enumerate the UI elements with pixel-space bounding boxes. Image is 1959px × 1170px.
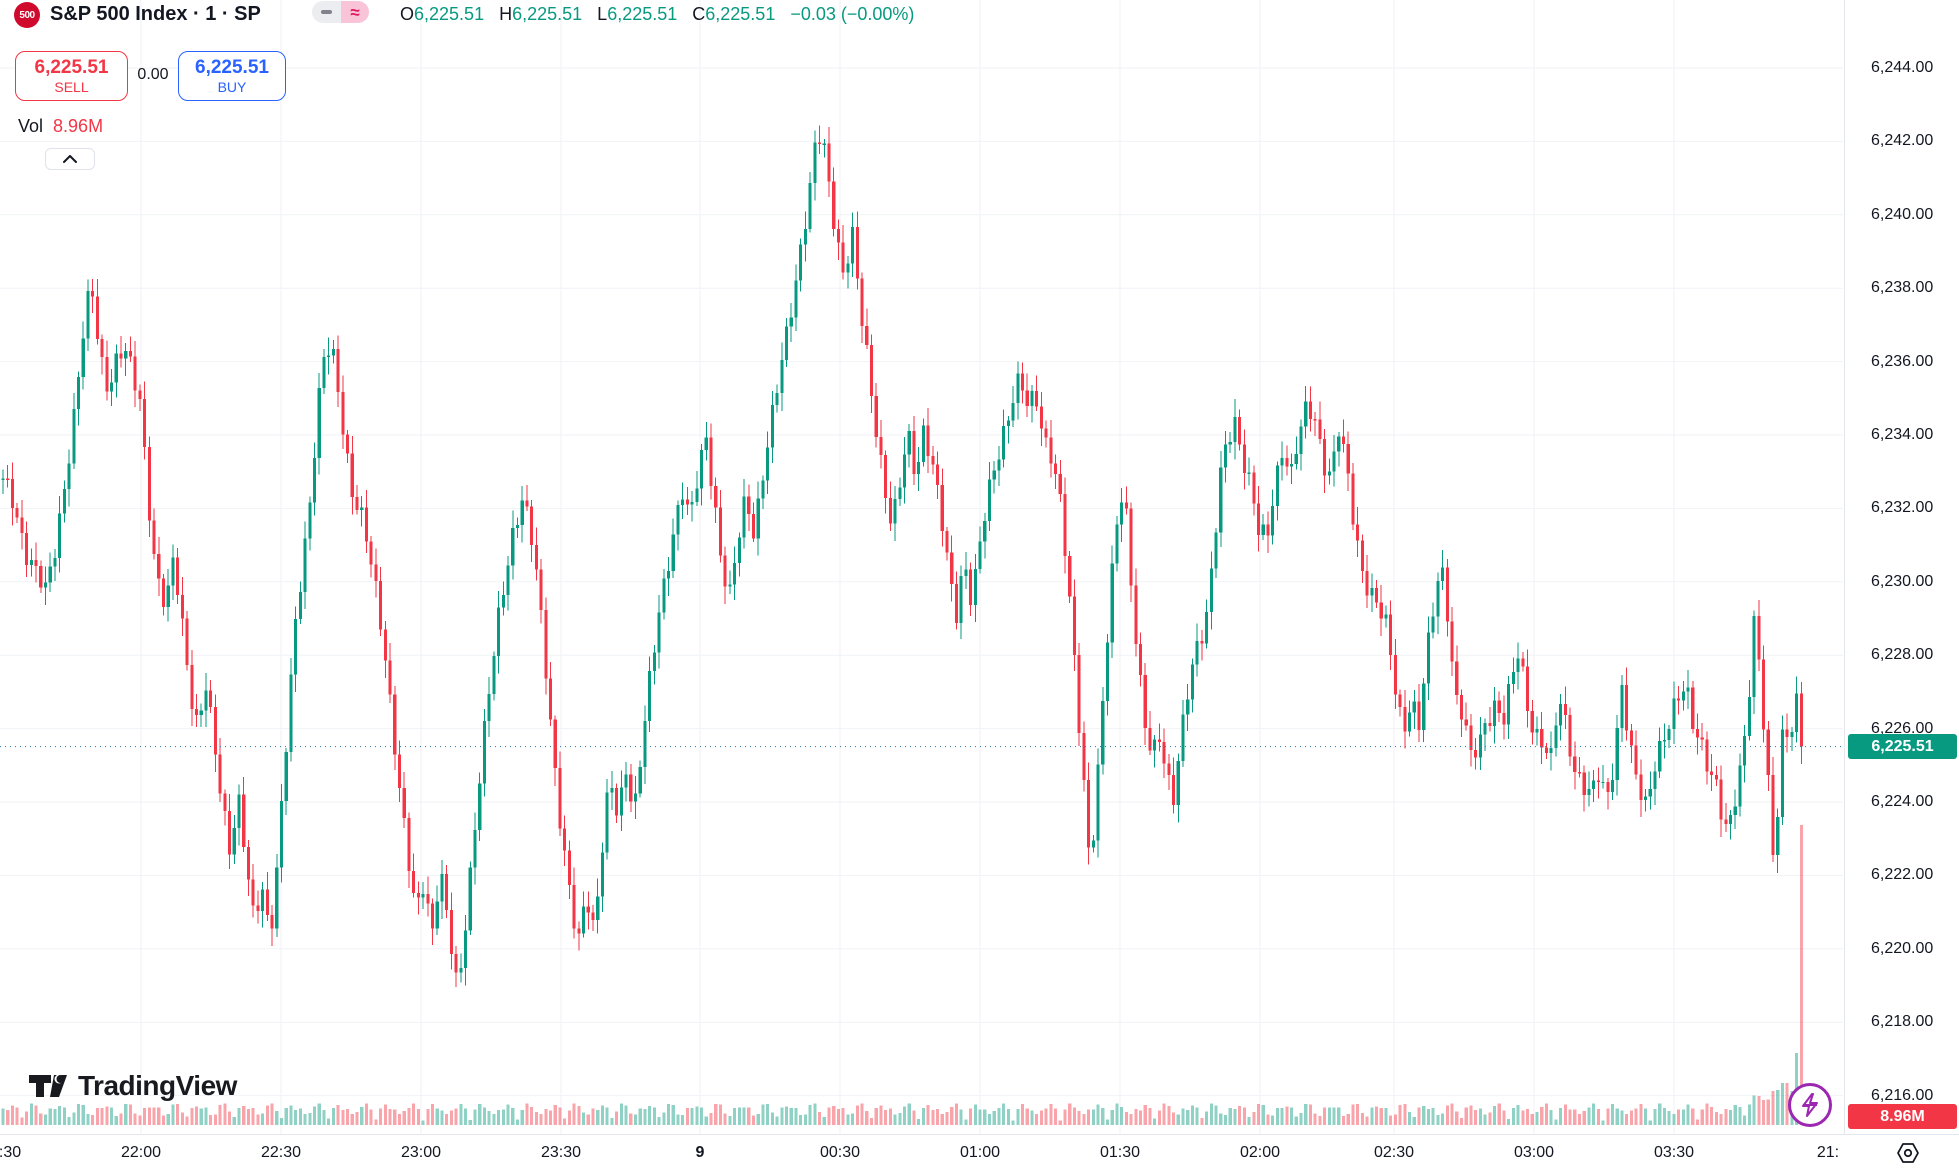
- chevron-up-icon: [63, 155, 77, 163]
- last-price-badge: 6,225.51: [1848, 734, 1957, 760]
- buy-label: BUY: [217, 78, 247, 95]
- price-axis-label: 6,220.00: [1871, 939, 1934, 957]
- price-axis-label: 6,222.00: [1871, 866, 1934, 884]
- open-value: O 6,225.51: [400, 4, 485, 24]
- time-axis-label: 01:30: [1099, 1143, 1141, 1161]
- low-value: L 6,225.51: [597, 4, 678, 24]
- minimize-indicator-icon[interactable]: [312, 1, 341, 23]
- axis-settings-button[interactable]: [1893, 1138, 1923, 1168]
- price-axis-label: 6,232.00: [1871, 499, 1934, 517]
- price-axis-label: 6,240.00: [1871, 205, 1934, 223]
- price-axis-label: 6,234.00: [1871, 426, 1934, 443]
- volume-indicator-row: Vol 8.96M: [18, 116, 103, 137]
- price-axis-label: 6,242.00: [1871, 132, 1934, 150]
- volume-label: Vol: [18, 116, 44, 136]
- price-axis-label: 6,228.00: [1871, 646, 1934, 664]
- wave-indicator-icon[interactable]: ≈: [341, 1, 369, 23]
- volume-axis-badge: 8.96M: [1848, 1104, 1957, 1129]
- spread-value: 0.00: [137, 66, 169, 83]
- time-axis-label: 01:00: [959, 1143, 1001, 1161]
- price-axis-label: 6,216.00: [1871, 1086, 1934, 1104]
- time-axis-label: 02:00: [1239, 1143, 1281, 1161]
- price-axis-label: 6,236.00: [1871, 352, 1934, 370]
- sell-price: 6,225.51: [34, 56, 109, 78]
- symbol-title[interactable]: S&P 500 Index · 1 · SP: [50, 3, 261, 25]
- time-axis-label: 22:30: [260, 1143, 302, 1161]
- candlestick-chart: [0, 0, 1843, 1134]
- time-axis[interactable]: :30 22:00 22:30 23:00 23:30 9 00:30 01:00 01:30 0…: [0, 1134, 1959, 1170]
- price-axis-label: 6,224.00: [1871, 793, 1934, 810]
- time-axis-label: 03:30: [1653, 1143, 1695, 1161]
- time-axis-label: 23:30: [540, 1143, 582, 1161]
- price-axis-label: 6,244.00: [1871, 59, 1934, 76]
- time-axis-label: :30: [0, 1143, 22, 1161]
- time-axis-label: 9: [695, 1143, 705, 1161]
- time-axis-label: 22:00: [120, 1143, 162, 1161]
- volume-value: 8.96M: [53, 116, 104, 136]
- indicator-toggle[interactable]: ≈: [312, 1, 369, 23]
- time-axis-label: 21:: [1816, 1143, 1840, 1161]
- high-value: H 6,225.51: [499, 4, 583, 24]
- ohlc-values: O 6,225.51 H 6,225.51 L 6,225.51 C 6,225.51 …: [400, 4, 914, 25]
- price-axis[interactable]: 6,244.00 6,242.00 6,240.00 6,238.00 6,236.00…: [1844, 0, 1959, 1134]
- time-axis-label: 03:00: [1513, 1143, 1555, 1161]
- chart-plot-area[interactable]: 500 S&P 500 Index · 1 · SP ≈ O 6,225.51 H…: [0, 0, 1843, 1134]
- settings-hexagon-icon: [1897, 1143, 1919, 1163]
- price-axis-label: 6,218.00: [1871, 1013, 1934, 1031]
- sell-button[interactable]: 6,225.51 SELL: [15, 51, 128, 101]
- collapse-indicators-button[interactable]: [45, 148, 95, 170]
- price-axis-label: 6,230.00: [1871, 572, 1934, 590]
- tradingview-watermark: TradingView: [28, 1070, 237, 1102]
- sell-label: SELL: [54, 78, 89, 95]
- time-axis-label: 02:30: [1373, 1143, 1415, 1161]
- sp500-logo-icon[interactable]: 500: [14, 2, 40, 28]
- tradingview-logo-icon: [29, 1074, 67, 1097]
- buy-button[interactable]: 6,225.51 BUY: [178, 51, 286, 101]
- time-axis-label: 23:00: [400, 1143, 442, 1161]
- price-axis-label: 6,238.00: [1871, 279, 1934, 297]
- price-axis-label: 6,226.00: [1871, 719, 1934, 737]
- lightning-icon: [1802, 1093, 1818, 1117]
- buy-price: 6,225.51: [195, 56, 269, 78]
- watermark-text: TradingView: [78, 1070, 237, 1101]
- close-value: C 6,225.51: [692, 4, 776, 24]
- time-axis-label: 00:30: [819, 1143, 861, 1161]
- change-value: −0.03 (−0.00%): [790, 4, 915, 24]
- instant-trading-button[interactable]: [1788, 1083, 1832, 1127]
